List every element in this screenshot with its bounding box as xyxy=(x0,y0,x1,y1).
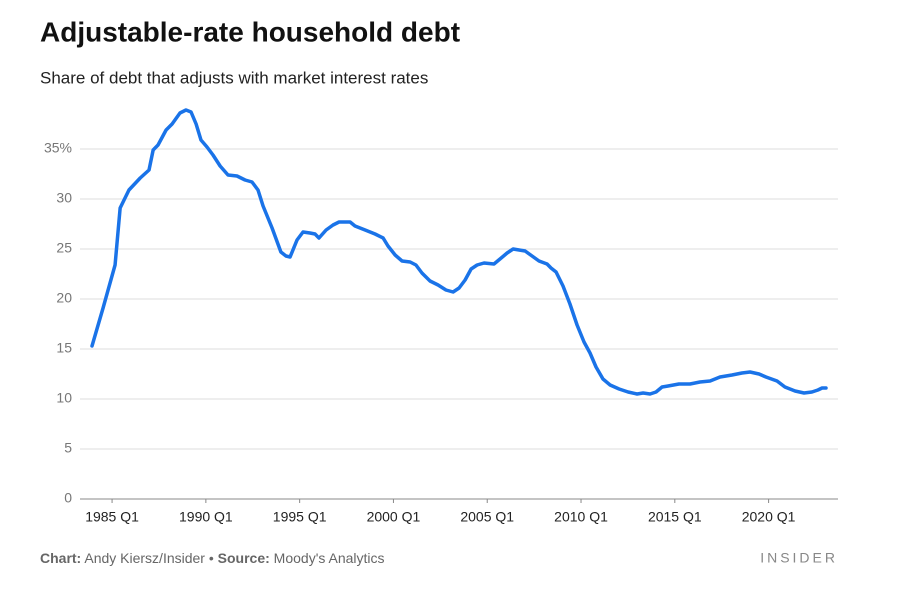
y-tick-label: 5 xyxy=(64,440,72,456)
x-tick-label: 2010 Q1 xyxy=(554,509,608,525)
credit-label: Source: xyxy=(218,550,270,566)
y-tick-label: 30 xyxy=(56,190,72,206)
separator: • xyxy=(209,550,214,566)
y-tick-label: 20 xyxy=(56,290,72,306)
x-tick-label: 2005 Q1 xyxy=(460,509,514,525)
chart-title: Adjustable-rate household debt xyxy=(40,16,460,47)
x-tick-label: 2020 Q1 xyxy=(742,509,796,525)
y-tick-label: 0 xyxy=(64,490,72,506)
y-tick-label: 35% xyxy=(44,140,72,156)
data-line xyxy=(90,108,828,396)
x-tick-label: 2000 Q1 xyxy=(367,509,421,525)
credit-label: Chart: xyxy=(40,550,81,566)
x-tick-label: 1985 Q1 xyxy=(85,509,139,525)
credit-text: Moody's Analytics xyxy=(274,550,385,566)
x-tick-label: 1995 Q1 xyxy=(273,509,327,525)
credits: Chart: Andy Kiersz/Insider • Source: Moo… xyxy=(40,550,385,566)
chart-subtitle: Share of debt that adjusts with market i… xyxy=(40,68,428,87)
brand: INSIDER xyxy=(760,550,838,566)
y-tick-label: 15 xyxy=(56,340,72,356)
credit-text: Andy Kiersz/Insider xyxy=(84,550,205,566)
x-tick-label: 1990 Q1 xyxy=(179,509,233,525)
y-tick-label: 10 xyxy=(56,390,72,406)
x-tick-label: 2015 Q1 xyxy=(648,509,702,525)
y-tick-label: 25 xyxy=(56,240,72,256)
